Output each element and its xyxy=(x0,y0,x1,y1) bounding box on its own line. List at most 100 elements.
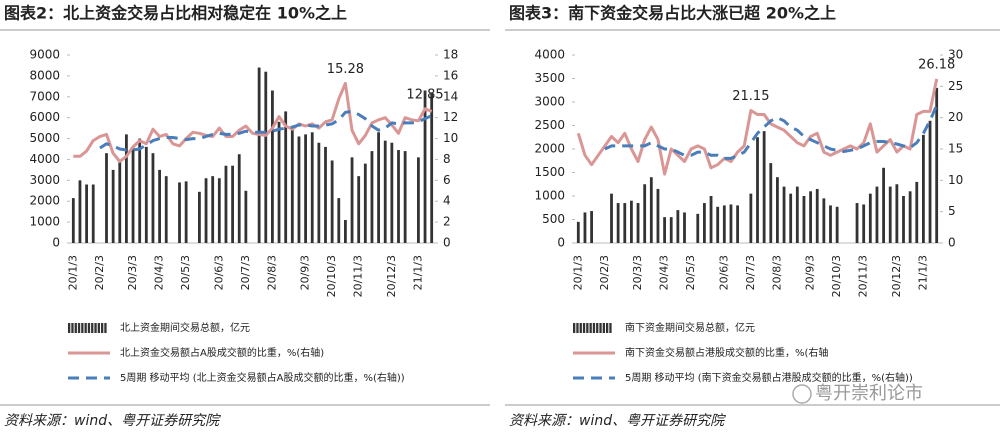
y-tick-label: 0 xyxy=(557,236,565,250)
y2-tick-label: 20 xyxy=(948,110,963,124)
x-tick-label: 20/11/3 xyxy=(352,255,365,297)
bar xyxy=(317,142,321,243)
legend-swatch xyxy=(68,323,71,333)
source: 资料来源：wind、粤开证券研究院 xyxy=(4,413,221,429)
bar xyxy=(696,213,700,243)
data-label: 12.85 xyxy=(406,87,443,102)
bar xyxy=(363,163,367,243)
legend-swatch xyxy=(104,323,107,333)
bar xyxy=(131,146,135,243)
y-tick-label: 8000 xyxy=(29,68,60,82)
chart-title: 图表2：北上资金交易占比相对稳定在 10%之上 xyxy=(4,4,347,23)
bar xyxy=(762,131,766,243)
y2-tick-label: 14 xyxy=(443,89,458,103)
legend-swatch xyxy=(87,323,91,333)
bar xyxy=(809,191,812,243)
legend-swatch xyxy=(599,323,602,333)
bar xyxy=(344,220,347,243)
legend-label: 北上资金交易额占A股成交额的比重，%(右轴) xyxy=(120,346,324,359)
legend-swatch xyxy=(602,323,605,333)
y2-tick-label: 8 xyxy=(443,152,451,166)
bar xyxy=(277,121,281,243)
moving-average-line xyxy=(604,104,939,160)
data-label: 21.15 xyxy=(732,89,769,104)
bar xyxy=(862,204,866,243)
x-tick-label: 20/5/3 xyxy=(179,255,192,290)
y2-tick-label: 10 xyxy=(948,173,963,187)
bar xyxy=(669,217,673,243)
y-tick-label: 2000 xyxy=(29,194,60,208)
y2-tick-label: 25 xyxy=(948,79,963,93)
x-tick-label: 20/6/3 xyxy=(717,255,730,290)
bar xyxy=(902,196,905,243)
bar xyxy=(616,203,620,243)
ratio-line xyxy=(73,81,433,163)
y2-tick-label: 18 xyxy=(443,48,458,62)
source: 资料来源：wind、粤开证券研究院 xyxy=(509,413,726,429)
bar xyxy=(430,92,434,243)
bar xyxy=(71,198,75,243)
y-tick-label: 6000 xyxy=(29,110,60,124)
bar xyxy=(397,150,400,243)
y2-tick-label: 5 xyxy=(948,204,956,218)
y2-tick-label: 0 xyxy=(948,236,956,250)
bar xyxy=(244,190,248,243)
y-tick-label: 4000 xyxy=(29,152,60,166)
bar xyxy=(184,181,188,243)
bar xyxy=(795,186,799,243)
bar xyxy=(868,193,872,243)
bar xyxy=(304,134,307,243)
x-tick-label: 20/10/3 xyxy=(325,255,338,297)
bar xyxy=(164,176,168,243)
x-tick-label: 20/1/3 xyxy=(66,255,79,290)
y-tick-label: 0 xyxy=(52,236,60,250)
bar xyxy=(822,198,826,243)
bar xyxy=(417,157,420,243)
watermark-icon xyxy=(792,384,812,404)
bar xyxy=(118,161,122,243)
bar xyxy=(105,153,108,243)
bar xyxy=(922,134,925,243)
y-tick-label: 2000 xyxy=(534,142,565,156)
legend-swatch xyxy=(91,323,94,333)
data-label: 26.18 xyxy=(918,57,955,72)
bar xyxy=(915,181,919,243)
y2-tick-label: 30 xyxy=(948,48,963,62)
bar xyxy=(211,176,215,243)
bar xyxy=(782,186,786,243)
bar xyxy=(78,180,82,243)
bar xyxy=(297,136,301,243)
x-tick-label: 20/8/3 xyxy=(265,255,278,290)
bar xyxy=(290,128,294,243)
bar xyxy=(649,177,653,243)
x-tick-label: 21/1/3 xyxy=(916,255,929,290)
y2-tick-label: 12 xyxy=(443,110,458,124)
y-tick-label: 4000 xyxy=(534,48,565,62)
legend-swatch xyxy=(576,323,579,333)
bar xyxy=(610,193,613,243)
bar xyxy=(769,163,773,243)
bar xyxy=(350,157,354,243)
bar xyxy=(835,206,839,243)
x-tick-label: 20/7/3 xyxy=(744,255,757,290)
bar xyxy=(337,198,341,243)
bar xyxy=(264,71,268,243)
bar xyxy=(888,186,892,243)
bar xyxy=(829,205,832,243)
bar xyxy=(736,205,739,243)
bar xyxy=(217,178,221,243)
legend-label: 5周期 移动平均 (北上资金交易额占A股成交额的比重，%(右轴)) xyxy=(120,371,405,384)
bar xyxy=(623,203,627,243)
legend-swatch xyxy=(592,323,596,333)
x-tick-label: 20/2/3 xyxy=(93,255,106,290)
legend-label: 5周期 移动平均 (南下资金交易额占港股成交额的比重，%(右轴)) xyxy=(625,371,913,384)
legend-swatch xyxy=(101,323,104,333)
bar xyxy=(882,167,885,243)
y2-tick-label: 6 xyxy=(443,173,451,187)
bar xyxy=(324,146,327,243)
bar xyxy=(756,137,759,243)
bar xyxy=(802,196,806,243)
bar xyxy=(158,169,161,243)
x-tick-label: 21/1/3 xyxy=(411,255,424,290)
x-tick-label: 20/1/3 xyxy=(571,255,584,290)
